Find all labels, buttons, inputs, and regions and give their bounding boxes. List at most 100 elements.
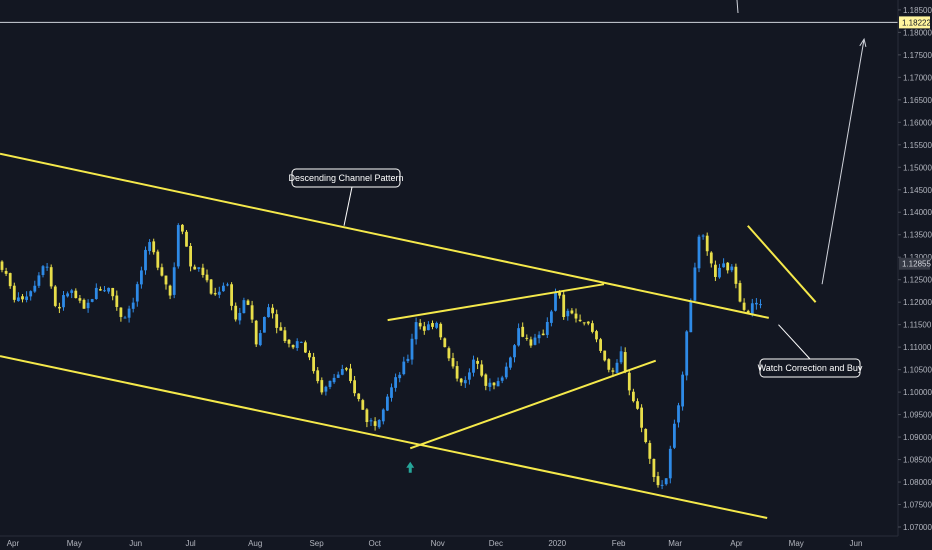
candle xyxy=(12,282,16,303)
candle xyxy=(537,331,541,344)
candle xyxy=(431,320,434,330)
candle xyxy=(234,302,238,322)
candle xyxy=(127,305,131,323)
candle xyxy=(316,367,320,384)
candle xyxy=(0,260,4,273)
target-arrow[interactable] xyxy=(821,39,865,285)
candle xyxy=(595,329,598,343)
y-tick-label: 1.13500 xyxy=(903,231,932,240)
candle xyxy=(627,370,631,396)
candle xyxy=(632,388,635,403)
candle xyxy=(644,428,648,444)
candle xyxy=(755,298,758,310)
candle xyxy=(509,356,512,370)
candle xyxy=(254,319,258,347)
y-tick-label: 1.10000 xyxy=(903,388,932,397)
candle xyxy=(664,478,668,486)
candle xyxy=(451,352,455,369)
candle xyxy=(86,299,90,313)
x-tick-label: May xyxy=(789,539,804,548)
candle xyxy=(607,358,611,373)
x-tick-label: Aug xyxy=(248,539,262,548)
candle xyxy=(123,315,127,319)
candle xyxy=(681,371,684,411)
correction-line[interactable] xyxy=(747,225,817,303)
svg-text:1.12855: 1.12855 xyxy=(902,260,931,269)
candle xyxy=(652,458,656,482)
candle xyxy=(49,264,53,289)
y-tick-label: 1.09000 xyxy=(903,433,932,442)
candle xyxy=(8,272,12,289)
candle xyxy=(410,333,414,365)
candle xyxy=(250,300,254,323)
candle xyxy=(574,308,578,323)
candle xyxy=(70,288,74,299)
candle xyxy=(648,440,652,464)
candle xyxy=(562,290,566,320)
candle xyxy=(722,258,725,268)
y-tick-label: 1.17500 xyxy=(903,51,932,60)
support-arrow-marker xyxy=(406,461,415,473)
channel-lower-line[interactable] xyxy=(0,355,768,519)
candle xyxy=(660,480,664,490)
candle xyxy=(570,308,574,315)
candle xyxy=(541,329,545,336)
x-tick-label: Feb xyxy=(612,539,626,548)
candle xyxy=(636,398,639,410)
candle xyxy=(746,309,750,313)
callout-text: Descending Channel Pattern xyxy=(288,173,403,183)
candle xyxy=(148,239,151,255)
candle xyxy=(402,356,406,376)
y-tick-label: 1.18000 xyxy=(903,28,932,37)
candle xyxy=(209,279,213,295)
candle xyxy=(25,291,28,303)
candle xyxy=(345,366,348,372)
candle xyxy=(213,287,217,296)
candle xyxy=(496,377,500,387)
candle xyxy=(160,263,164,277)
candle xyxy=(435,321,438,330)
candle xyxy=(484,373,488,391)
candle xyxy=(17,292,20,302)
candle xyxy=(308,350,311,361)
candle xyxy=(279,322,283,331)
candle xyxy=(406,354,410,363)
candle xyxy=(135,281,139,307)
candle xyxy=(373,417,377,431)
candle xyxy=(472,355,475,377)
candle xyxy=(513,343,516,363)
candle xyxy=(447,346,451,362)
candle xyxy=(673,419,676,450)
candle xyxy=(189,243,192,272)
candle xyxy=(340,364,344,376)
y-tick-label: 1.14000 xyxy=(903,208,932,217)
candle xyxy=(324,385,328,396)
candle xyxy=(45,263,49,271)
horizontal-line-price-label: 1.18222 xyxy=(899,16,931,29)
candle xyxy=(398,372,402,383)
candle xyxy=(550,309,553,327)
candle xyxy=(705,232,709,256)
candle xyxy=(718,263,721,279)
y-tick-label: 1.07000 xyxy=(903,523,932,532)
vertical-line-segment[interactable] xyxy=(736,0,739,14)
target-arrow-head xyxy=(859,37,867,48)
candle xyxy=(115,290,119,311)
candle xyxy=(418,319,422,330)
candle xyxy=(283,326,287,344)
channel-upper-line[interactable] xyxy=(0,152,770,319)
y-tick-label: 1.15000 xyxy=(903,163,932,172)
x-tick-label: Nov xyxy=(431,539,445,548)
price-axis[interactable] xyxy=(898,0,932,550)
candle xyxy=(37,272,41,288)
candle xyxy=(582,322,586,326)
wedge-lower-line[interactable] xyxy=(409,359,657,450)
y-tick-label: 1.08500 xyxy=(903,456,932,465)
candle xyxy=(365,408,369,428)
candle xyxy=(152,238,156,255)
candle xyxy=(140,266,143,289)
candle xyxy=(103,285,106,292)
wedge-upper-line[interactable] xyxy=(387,283,605,322)
svg-text:1.18222: 1.18222 xyxy=(902,18,931,27)
